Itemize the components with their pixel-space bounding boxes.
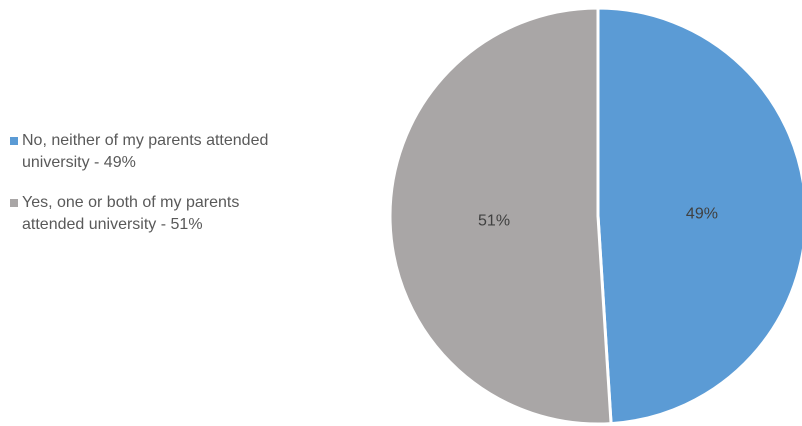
legend-label-yes: Yes, one or both of my parents attended … — [22, 194, 240, 233]
pie-slice-yes — [388, 6, 613, 426]
legend-item-no: No, neither of my parents attended unive… — [6, 130, 306, 174]
legend-swatch-no — [10, 137, 18, 145]
slice-label-no: 49% — [686, 206, 718, 223]
pie-slice-no — [596, 6, 802, 426]
legend-label-no: No, neither of my parents attended unive… — [22, 132, 269, 171]
slice-label-yes: 51% — [478, 212, 510, 229]
chart-legend: No, neither of my parents attended unive… — [6, 130, 306, 254]
legend-swatch-yes — [10, 199, 18, 207]
legend-item-yes: Yes, one or both of my parents attended … — [6, 192, 306, 236]
